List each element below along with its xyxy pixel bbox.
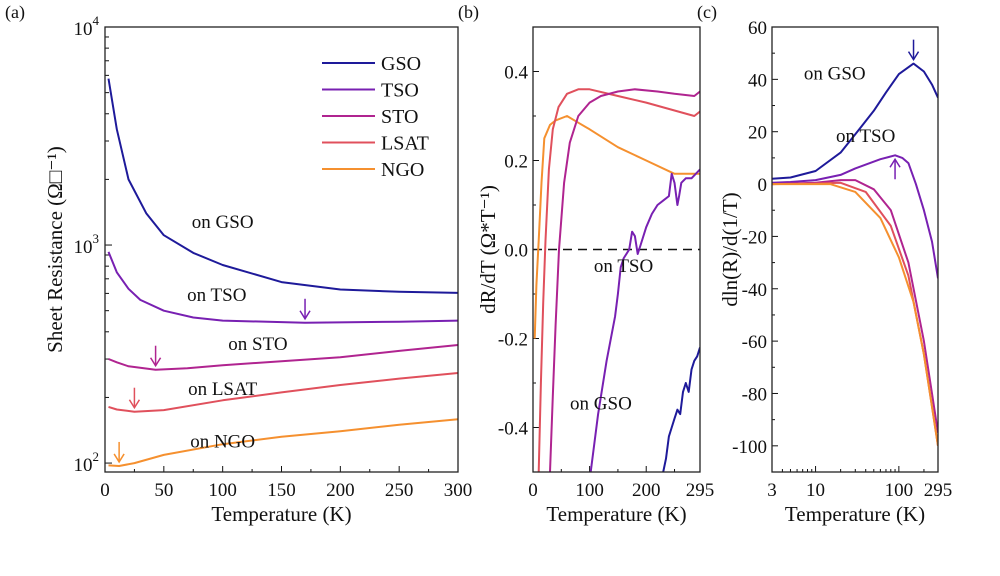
series-line-sto: [108, 344, 458, 371]
y-tick-label: -80: [742, 384, 767, 405]
x-tick-label: 200: [632, 480, 661, 501]
panel-c: (c) 3 10 100 295 -100 -80 -60 -40 -20 0 20 40 60 Tempe…: [697, 2, 952, 526]
x-tick-label: 0: [528, 480, 538, 501]
x-tick-label: 150: [267, 480, 296, 501]
series-line-sto: [549, 88, 700, 472]
plot-frame: [104, 26, 459, 473]
plot-frame: [532, 26, 701, 473]
y-axis-label: dln(R)/d(1/T): [718, 192, 742, 306]
svg-text:NGO: NGO: [381, 159, 424, 181]
y-tick-label: 40: [748, 70, 767, 91]
x-tick-label: 100: [885, 480, 914, 501]
series-line-ngo: [108, 418, 458, 467]
svg-text:STO: STO: [381, 106, 418, 128]
legend-entry-gso: GSO: [322, 53, 421, 75]
svg-text:LSAT: LSAT: [381, 133, 429, 155]
panel-a: (a) 0 50 100 150 200 250 300 102 103 104 Temperatur…: [5, 2, 472, 526]
x-axis-label: Temperature (K): [546, 502, 686, 526]
y-tick-label: -40: [742, 280, 767, 301]
arrow-down-icon: [149, 345, 162, 368]
x-tick-label: 50: [154, 480, 173, 501]
x-tick-label: 100: [208, 480, 237, 501]
legend-entry-tso: TSO: [322, 80, 419, 102]
annotation-tso: on TSO: [594, 256, 653, 277]
y-tick-label: -0.4: [498, 419, 529, 440]
series-line-ngo: [533, 115, 700, 339]
arrow-down-icon: [113, 441, 125, 464]
annotation-gso: on GSO: [570, 394, 632, 415]
x-tick-label: 295: [924, 480, 953, 501]
panel-label: (b): [458, 2, 479, 23]
arrow-down-icon: [907, 39, 920, 62]
series-line-lsat: [108, 372, 458, 413]
legend-entry-lsat: LSAT: [322, 133, 429, 155]
y-axis-label: dR/dT (Ω*T⁻¹): [476, 185, 500, 314]
x-tick-label: 250: [385, 480, 414, 501]
series-line-gso: [107, 78, 458, 294]
y-tick-label: 0.4: [504, 63, 528, 84]
annotation-tso: on TSO: [187, 285, 246, 306]
y-tick-label: 103: [74, 231, 100, 258]
arrow-up-icon: [889, 157, 901, 180]
series-line-lsat: [772, 181, 938, 446]
series-line-sto: [772, 179, 938, 433]
y-tick-label: -60: [742, 332, 767, 353]
panel-b: (b) 0 100 200 295 -0.4 -0.2 0.0 0.2 0.4 Temperatur…: [458, 2, 714, 526]
panel-label: (a): [5, 2, 25, 23]
annotation-gso: on GSO: [804, 63, 866, 84]
x-tick-label: 3: [767, 480, 777, 501]
plot-frame: [771, 26, 939, 473]
annotation-tso: on TSO: [836, 126, 895, 147]
y-tick-label: 0: [758, 175, 768, 196]
series-line-tso: [589, 168, 700, 472]
y-tick-label: 102: [74, 449, 100, 476]
annotation-lsat: on LSAT: [188, 379, 258, 400]
y-tick-label: -0.2: [498, 330, 528, 351]
x-tick-label: 295: [686, 480, 715, 501]
annotation-ngo: on NGO: [190, 431, 255, 452]
y-tick-label: 60: [748, 18, 767, 39]
annotation-sto: on STO: [228, 334, 287, 355]
arrow-down-icon: [128, 387, 141, 410]
series-line-lsat: [537, 88, 700, 472]
svg-text:TSO: TSO: [381, 80, 419, 102]
x-axis-label: Temperature (K): [785, 502, 925, 526]
x-tick-label: 300: [444, 480, 473, 501]
x-tick-label: 10: [806, 480, 825, 501]
annotation-gso: on GSO: [192, 212, 254, 233]
series-line-tso: [772, 154, 938, 279]
y-axis-label: Sheet Resistance (Ω□⁻¹): [43, 146, 67, 353]
y-tick-label: 20: [748, 123, 767, 144]
series-line-gso: [662, 347, 700, 472]
legend-entry-ngo: NGO: [322, 159, 424, 181]
y-tick-label: 104: [74, 13, 100, 40]
y-tick-label: -20: [742, 227, 767, 248]
panel-label: (c): [697, 2, 717, 23]
series-line-ngo: [772, 183, 938, 446]
x-tick-label: 100: [575, 480, 604, 501]
legend-entry-sto: STO: [322, 106, 418, 128]
svg-text:GSO: GSO: [381, 53, 421, 75]
series-line-tso: [107, 251, 458, 324]
x-axis-label: Temperature (K): [211, 502, 351, 526]
y-tick-label: -100: [732, 437, 767, 458]
arrow-down-icon: [299, 298, 311, 321]
x-tick-label: 0: [100, 480, 110, 501]
y-tick-label: 0.0: [504, 241, 528, 262]
series-line-gso: [772, 62, 938, 180]
x-tick-label: 200: [326, 480, 355, 501]
y-tick-label: 0.2: [504, 152, 528, 173]
